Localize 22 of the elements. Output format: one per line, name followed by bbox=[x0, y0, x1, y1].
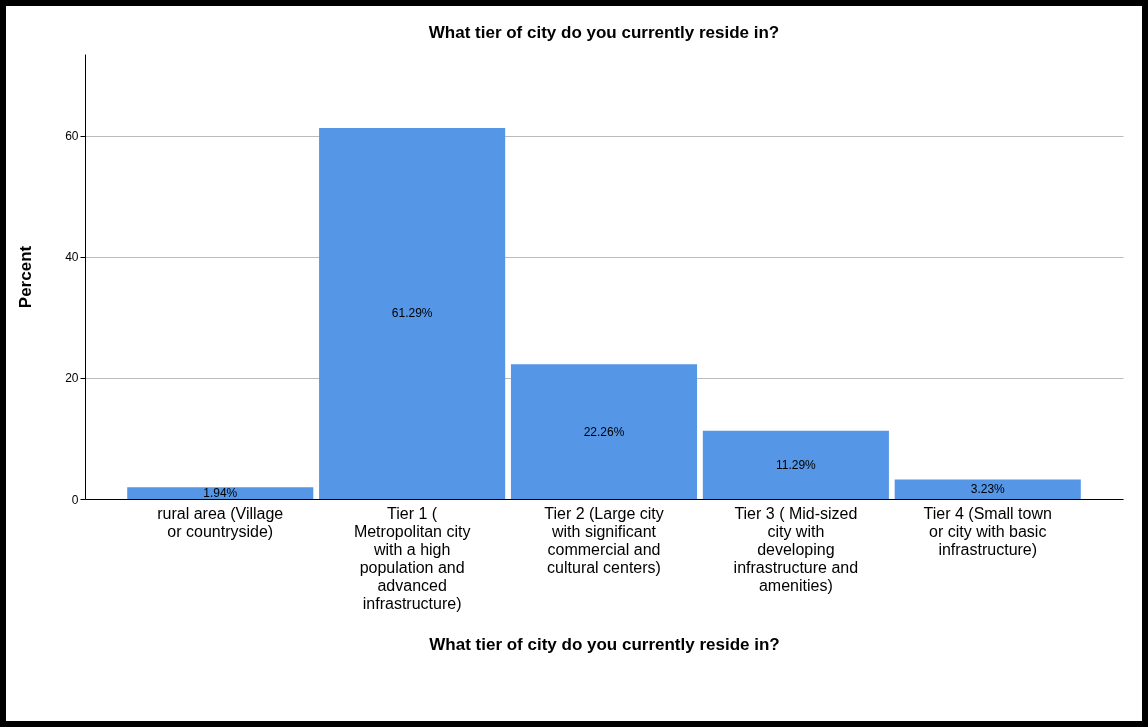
bar bbox=[319, 127, 506, 499]
x-tick-label: rural area (Village or countryside) bbox=[157, 504, 284, 540]
bar bbox=[510, 364, 698, 499]
data-label: 22.26% bbox=[583, 424, 625, 439]
y-axis-title: Percent bbox=[16, 245, 36, 309]
bar bbox=[127, 487, 314, 499]
y-tick-label: 60 bbox=[65, 129, 79, 144]
y-tick-label: 20 bbox=[65, 371, 79, 386]
x-tick-label: Tier 1 ( Metropolitan city with a high population and advanced infrastructure) bbox=[353, 504, 471, 612]
x-tick-label: Tier 4 (Small town or city with basic infrastructure) bbox=[923, 504, 1052, 558]
x-tick-label: Tier 2 (Large city with significant commercial and cultural centers) bbox=[544, 504, 664, 576]
x-axis-title: What tier of city do you currently reside in? bbox=[429, 634, 780, 654]
data-label: 11.29% bbox=[775, 457, 817, 472]
x-tick-label: Tier 3 ( Mid-sized city with developing infrastructure and amenities) bbox=[733, 504, 859, 594]
bar bbox=[702, 430, 889, 499]
chart-title: What tier of city do you currently reside in? bbox=[428, 23, 780, 42]
data-label: 1.94% bbox=[203, 486, 238, 501]
y-tick-label: 0 bbox=[71, 492, 79, 507]
data-label: 3.23% bbox=[970, 482, 1006, 497]
data-label: 61.29% bbox=[391, 306, 433, 321]
bar bbox=[894, 479, 1081, 499]
y-tick-label: 40 bbox=[65, 250, 79, 265]
